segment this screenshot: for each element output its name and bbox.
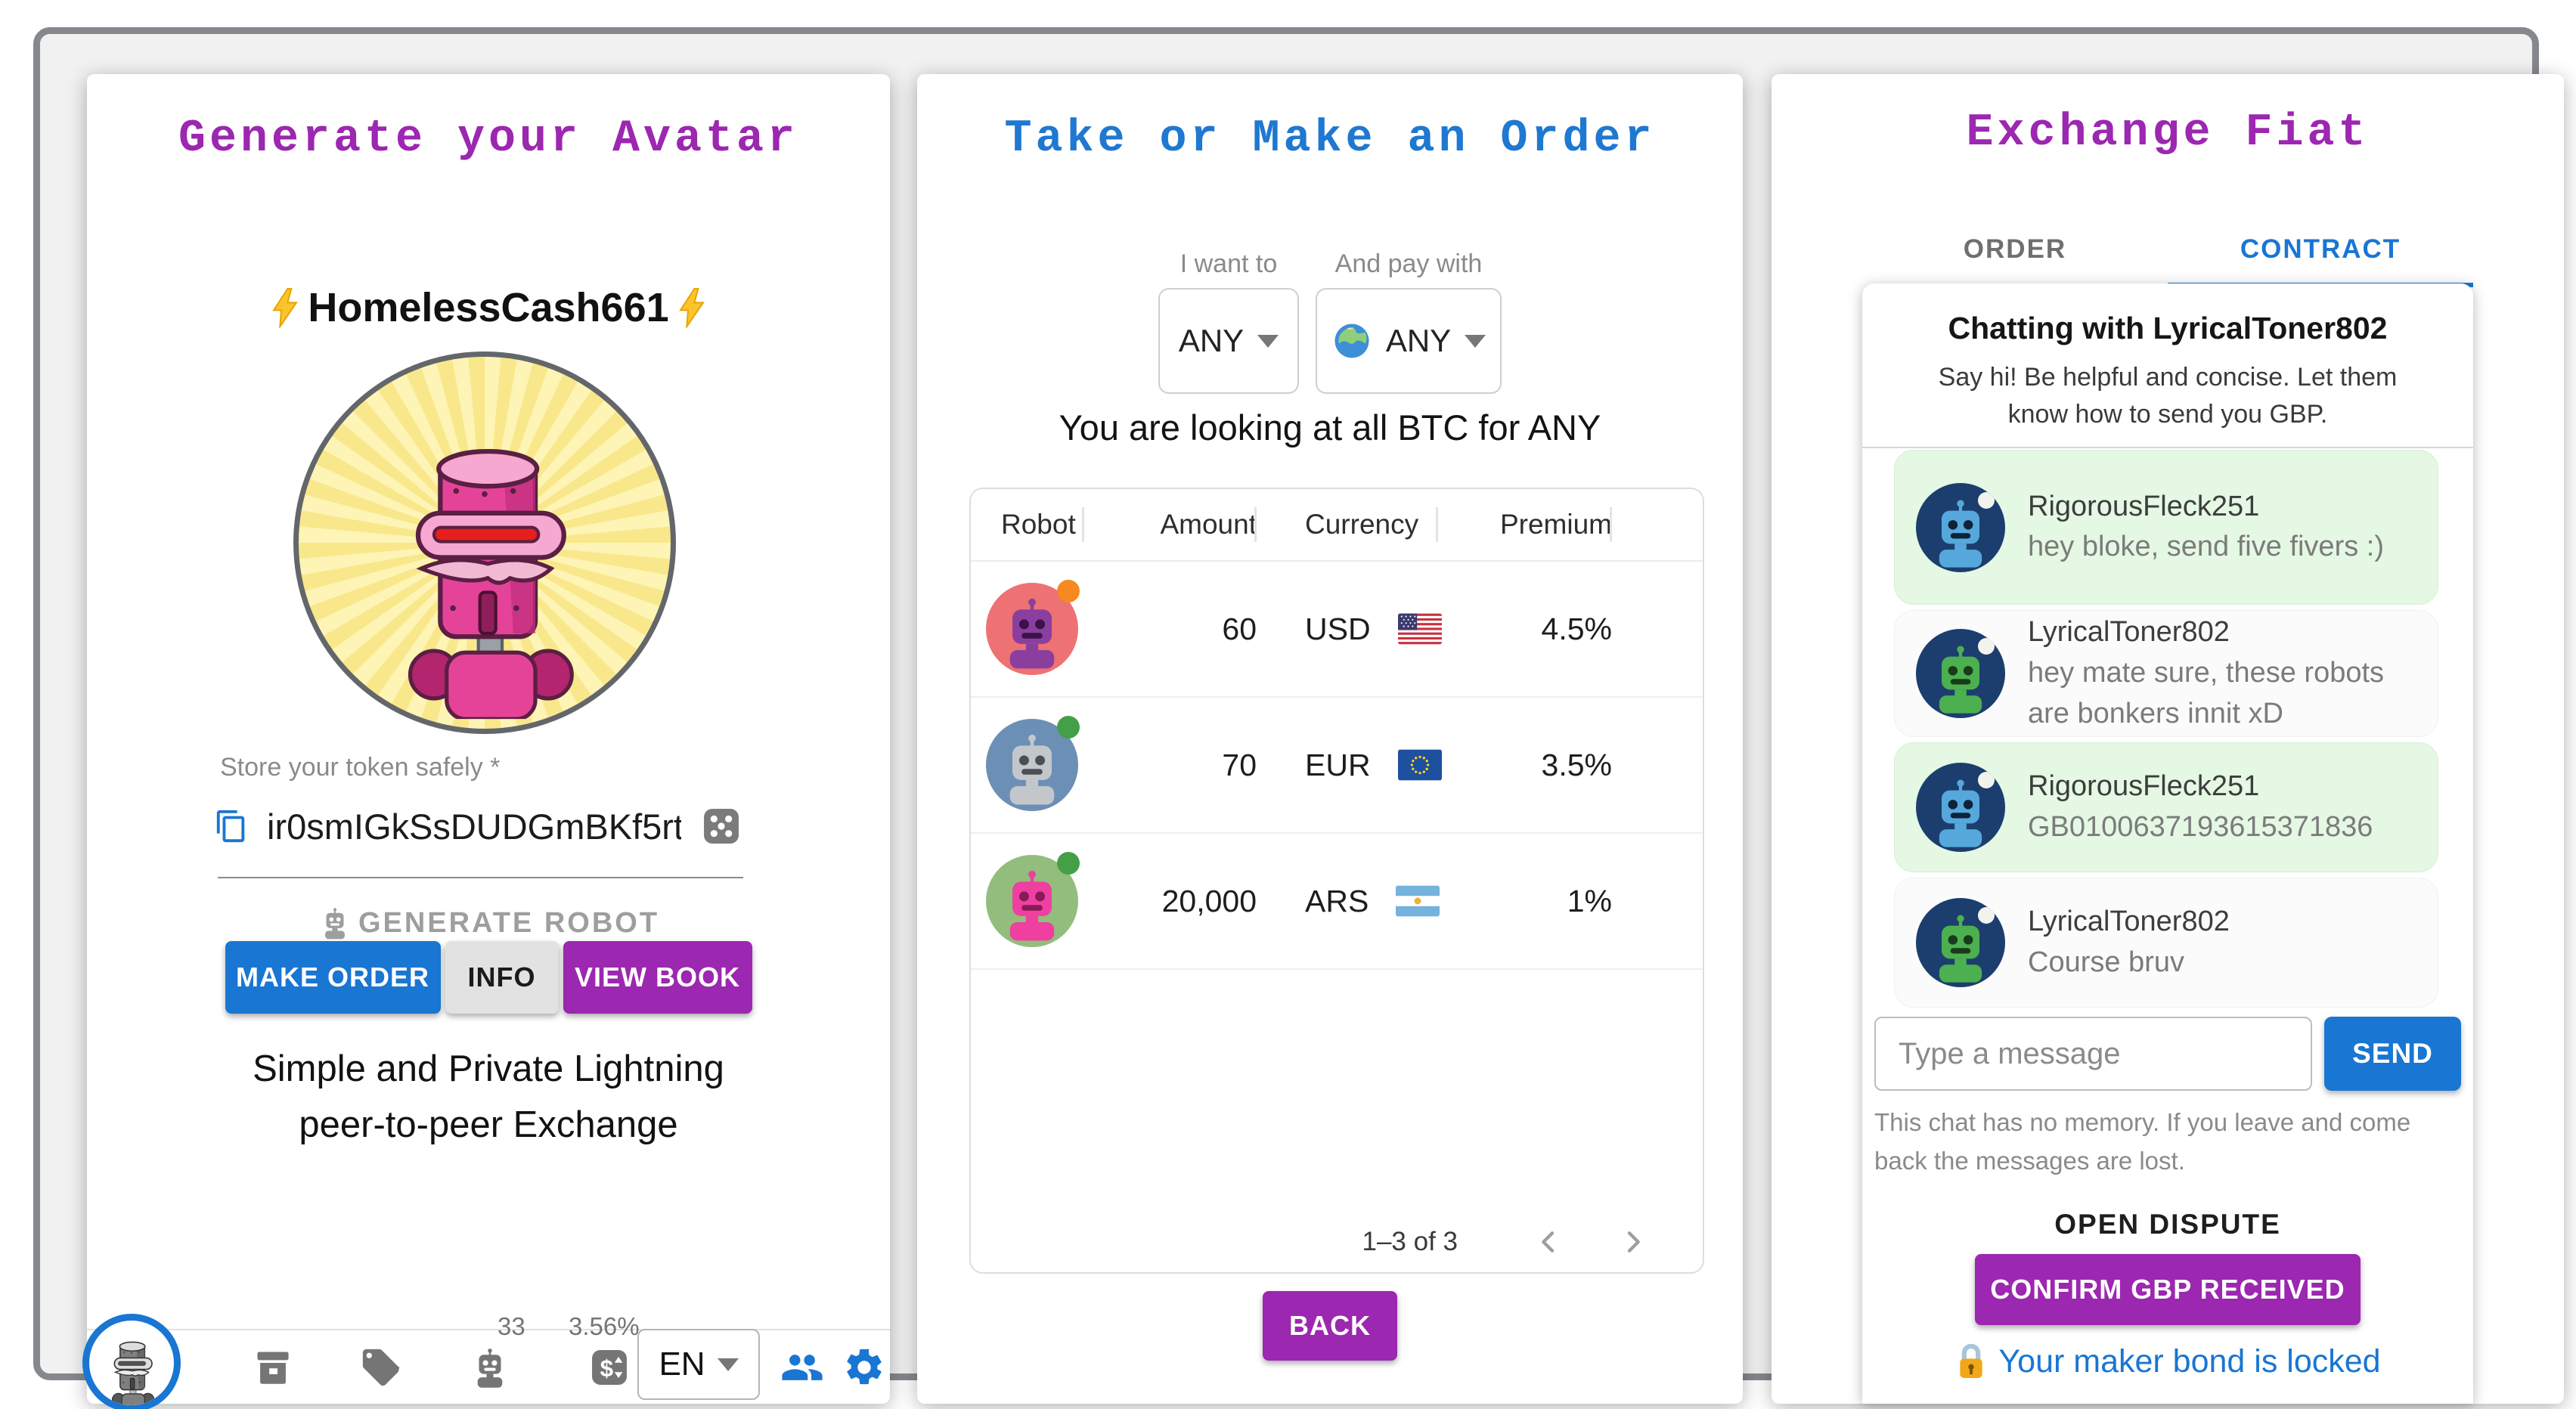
order-book-table: Robot Amount Currency Premium [969,488,1704,1274]
generate-robot-button[interactable]: GENERATE ROBOT [87,906,890,940]
page-title: Exchange Fiat [1966,107,2370,159]
avatar-lyricaltoner [1916,898,2005,987]
token-underline [218,877,743,878]
chat-memory-note: This chat has no memory. If you leave an… [1874,1108,2411,1175]
maker-avatar [986,580,1080,675]
lightning-bolt-icon [270,287,300,328]
language-select[interactable]: EN [637,1329,760,1400]
bond-status: Your maker bond is locked [1862,1342,2473,1381]
chat-message: RigorousFleck251 hey bloke, send five fi… [1894,450,2438,605]
offers-board-icon[interactable] [251,1346,295,1389]
chat-card: Chatting with LyricalToner802 Say hi! Be… [1862,283,2473,1404]
tab-order[interactable]: ORDER [1963,234,2067,264]
avatar-rigorousfleck [1916,482,2005,572]
status-dot-orange [1057,580,1080,602]
robot-illustration [326,386,643,719]
chat-message: LyricalToner802 hey mate sure, these rob… [1894,610,2438,737]
chevron-down-icon [1257,334,1279,348]
avatar-rigorousfleck [1916,763,2005,852]
confirm-received-button[interactable]: CONFIRM GBP RECEIVED [1975,1254,2361,1325]
robot-icon [318,906,352,940]
copy-icon[interactable] [214,809,249,844]
page-title: Generate your Avatar [178,113,799,165]
moon-icon [1978,491,1995,509]
window-frame: Generate your Avatar HomelessCash661 Sto… [33,27,2564,1409]
create-offer-tag-icon[interactable] [359,1346,403,1389]
want-filter: I want to ANY [1158,249,1299,394]
pagination-range: 1–3 of 3 [1362,1227,1458,1256]
profile-avatar-chip[interactable] [82,1314,181,1409]
order-row[interactable]: 60 USD 4.5% [971,562,1703,698]
chat-message: LyricalToner802 Course bruv [1894,878,2438,1008]
robot-illustration-small [91,1324,172,1409]
table-pagination: 1–3 of 3 [971,1212,1703,1272]
lock-icon [1954,1342,1988,1381]
view-book-button[interactable]: VIEW BOOK [563,941,752,1014]
active-robots-badge: 33 [498,1312,525,1340]
header-robot[interactable]: Robot [971,507,1084,542]
maker-avatar [986,716,1080,811]
bottom-navigation-bar: EN [87,1329,890,1404]
header-premium[interactable]: Premium [1438,507,1612,542]
username-text: HomelessCash661 [308,285,669,330]
trade-contract-panel: Exchange Fiat ORDER CONTRACT Chatting wi… [1772,74,2564,1404]
dice-reroll-icon[interactable] [699,804,743,848]
settings-gear-icon[interactable] [842,1346,886,1389]
chat-instructions: Say hi! Be helpful and concise. Let them… [1938,363,2398,429]
status-dot-green [1057,852,1080,875]
exchange-rate-icon[interactable] [587,1346,631,1389]
robot-avatar-large [293,351,676,734]
send-button[interactable]: SEND [2324,1017,2461,1091]
order-filters: I want to ANY And pay with ANY [917,249,1743,394]
robot-generation-panel: Generate your Avatar HomelessCash661 Sto… [82,74,890,1409]
open-dispute-button[interactable]: OPEN DISPUTE [2054,1209,2281,1240]
community-people-icon[interactable] [780,1346,824,1389]
ar-flag-icon [1396,885,1440,917]
back-button[interactable]: BACK [1263,1291,1397,1361]
robot-username: HomelessCash661 [87,284,890,331]
divider [1862,447,2473,448]
tagline: Simple and Private Lightning peer-to-pee… [253,1048,724,1145]
order-row[interactable]: 20,000 ARS 1% [971,834,1703,970]
page-title: Take or Make an Order [1004,113,1656,165]
lightning-bolt-icon [677,287,707,328]
previous-page-icon[interactable] [1533,1227,1564,1257]
token-input[interactable] [265,804,683,848]
info-button[interactable]: INFO [445,941,559,1014]
action-buttons: MAKE ORDER INFO VIEW BOOK [87,941,890,1014]
status-dot-green [1057,716,1080,739]
chat-input-row: SEND [1874,1017,2461,1091]
next-page-icon[interactable] [1618,1227,1648,1257]
moon-icon [1978,772,1995,788]
chevron-down-icon [717,1358,739,1371]
globe-icon [1331,321,1372,361]
us-flag-icon [1398,613,1442,645]
token-field [214,796,743,856]
want-select[interactable]: ANY [1158,288,1299,394]
pay-filter: And pay with ANY [1316,249,1502,394]
avatar-lyricaltoner [1916,629,2005,718]
moon-icon [1978,638,1995,655]
moon-icon [1978,907,1995,924]
message-input[interactable] [1874,1017,2312,1091]
robots-icon[interactable] [468,1346,512,1389]
table-header-row: Robot Amount Currency Premium [971,489,1703,562]
currency-select[interactable]: ANY [1316,288,1502,394]
order-row[interactable]: 70 EUR 3.5% [971,698,1703,834]
header-currency[interactable]: Currency [1257,507,1438,542]
make-order-button[interactable]: MAKE ORDER [225,941,441,1014]
order-book-panel: Take or Make an Order I want to ANY And … [917,74,1743,1404]
chevron-down-icon [1465,334,1486,348]
premium-badge: 3.56% [569,1312,640,1340]
tab-contract[interactable]: CONTRACT [2168,215,2473,287]
header-amount[interactable]: Amount [1084,507,1257,542]
eu-flag-icon [1398,749,1442,781]
contract-tabs: ORDER CONTRACT [1862,215,2473,287]
token-field-label: Store your token safely * [220,753,501,782]
chat-heading: Chatting with LyricalToner802 [1948,311,2388,345]
book-headline: You are looking at all BTC for ANY [1059,407,1601,447]
chat-message: RigorousFleck251 GB0100637193615371836 [1894,742,2438,872]
maker-avatar [986,852,1080,947]
